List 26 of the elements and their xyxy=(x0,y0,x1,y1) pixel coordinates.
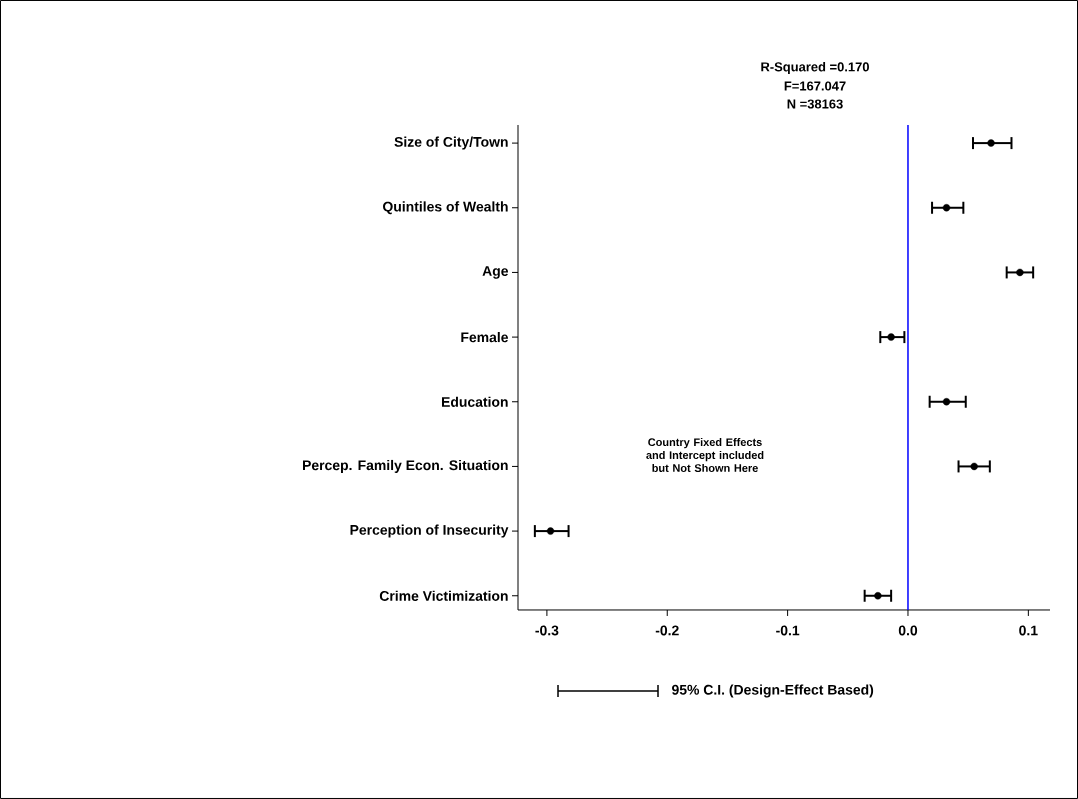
y-tick-label: Education xyxy=(442,396,508,407)
x-tick-label: -0.2 xyxy=(655,625,679,636)
y-tick-label: Perception of Insecurity xyxy=(350,524,509,538)
text: F=167.047 xyxy=(784,81,846,91)
y-tick-label: Crime Victimization xyxy=(379,590,508,601)
text: N =38163 xyxy=(787,99,843,109)
point xyxy=(942,398,951,406)
y-tick-label: Percep. Family Econ. Situation xyxy=(303,459,508,473)
point xyxy=(942,204,951,212)
point xyxy=(1016,268,1024,277)
x-tick-label: -0.1 xyxy=(776,625,800,636)
y-tick-label: Female xyxy=(461,331,509,343)
point xyxy=(970,462,978,471)
point xyxy=(546,527,555,535)
x-tick-label: -0.3 xyxy=(535,625,559,636)
point xyxy=(887,333,895,341)
x-tick-label: 0.0 xyxy=(898,625,918,636)
annotation: Country Fixed Effects and Intercept included but Not Shown Here xyxy=(646,438,764,472)
y-tick-label: Age xyxy=(482,266,509,279)
point xyxy=(987,139,995,147)
point xyxy=(874,592,882,600)
chart-title: R-Squared =0.170 xyxy=(761,61,869,75)
y-tick-label: Quintiles of Wealth xyxy=(383,201,508,215)
x-tick-label: 0.1 xyxy=(1019,625,1038,636)
y-tick-label: Size of City/Town xyxy=(394,136,508,150)
legend-label: 95% C.I. (Design-Effect Based) xyxy=(672,684,874,698)
